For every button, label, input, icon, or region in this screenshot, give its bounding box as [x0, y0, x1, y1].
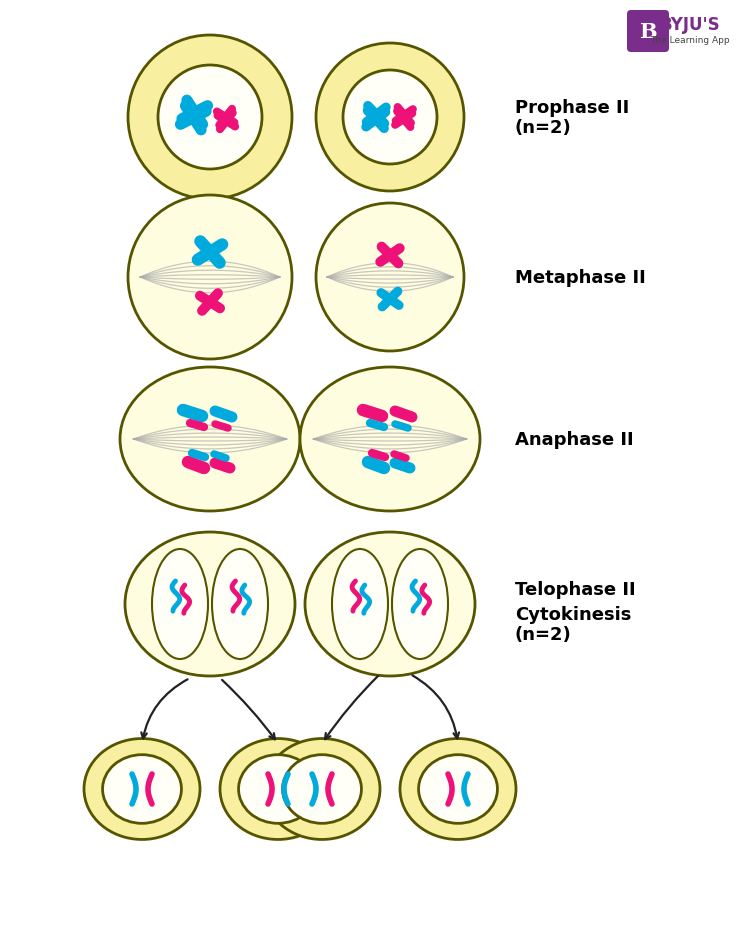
Ellipse shape: [264, 739, 380, 840]
Circle shape: [316, 44, 464, 192]
Ellipse shape: [125, 533, 295, 677]
Ellipse shape: [332, 549, 388, 659]
Ellipse shape: [305, 533, 475, 677]
Ellipse shape: [300, 367, 480, 511]
Text: The Learning App: The Learning App: [650, 35, 730, 45]
Text: B: B: [639, 22, 657, 42]
Text: BYJU'S: BYJU'S: [660, 16, 720, 34]
Ellipse shape: [220, 739, 336, 840]
Circle shape: [316, 204, 464, 352]
Ellipse shape: [84, 739, 200, 840]
Ellipse shape: [238, 754, 317, 823]
Text: Prophase II
(n=2): Prophase II (n=2): [515, 98, 629, 137]
Ellipse shape: [152, 549, 208, 659]
Ellipse shape: [419, 754, 497, 823]
Text: Metaphase II: Metaphase II: [515, 269, 646, 287]
Ellipse shape: [103, 754, 182, 823]
Ellipse shape: [283, 754, 362, 823]
Ellipse shape: [400, 739, 516, 840]
Circle shape: [158, 66, 262, 170]
FancyBboxPatch shape: [627, 11, 669, 53]
Text: Telophase II: Telophase II: [515, 580, 635, 599]
Text: Anaphase II: Anaphase II: [515, 431, 634, 448]
Ellipse shape: [120, 367, 300, 511]
Ellipse shape: [212, 549, 268, 659]
Ellipse shape: [392, 549, 448, 659]
Text: Cytokinesis
(n=2): Cytokinesis (n=2): [515, 605, 632, 644]
Circle shape: [343, 71, 437, 165]
Circle shape: [128, 36, 292, 200]
Circle shape: [128, 196, 292, 360]
